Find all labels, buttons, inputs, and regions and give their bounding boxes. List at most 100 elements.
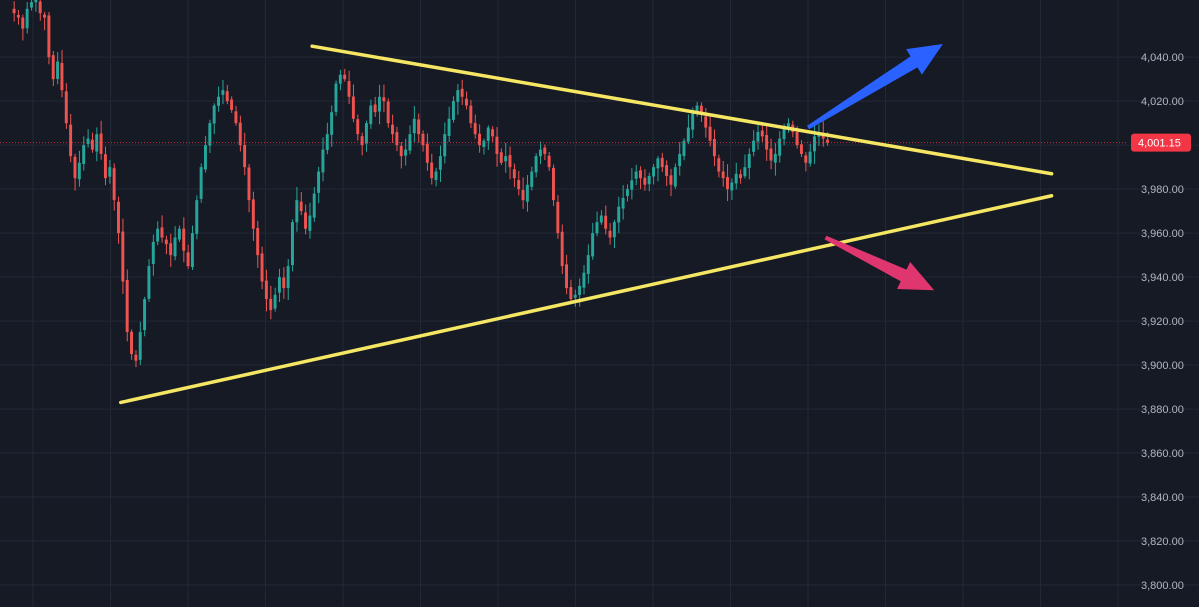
candle-body: [799, 144, 803, 154]
candle-body: [625, 189, 629, 197]
candle-body: [21, 17, 25, 29]
candle-body: [82, 145, 86, 164]
candle-body: [299, 201, 303, 212]
candle-body: [599, 215, 603, 223]
candle-body: [138, 332, 142, 360]
candle-body: [712, 139, 716, 157]
candle-body: [395, 132, 399, 146]
candle-body: [425, 143, 429, 163]
candle-body: [243, 144, 247, 168]
y-tick-label: 3,820.00: [1141, 536, 1184, 548]
candle-body: [343, 74, 347, 80]
candle-body: [143, 299, 147, 331]
candle-body: [204, 145, 207, 170]
last-price-badge: [1131, 133, 1191, 152]
candle-body: [90, 139, 94, 150]
candle-body: [56, 61, 60, 79]
bullish-arrow-icon[interactable]: [806, 43, 943, 130]
candle-body: [804, 155, 808, 163]
candle-body: [569, 287, 573, 300]
candle-body: [417, 119, 421, 135]
candle-body: [64, 91, 68, 124]
y-tick-label: 3,860.00: [1141, 448, 1184, 460]
candle-body: [695, 105, 699, 112]
candle-body: [699, 105, 703, 115]
candle-body: [121, 231, 125, 282]
candle-body: [160, 227, 164, 238]
candle-body: [173, 237, 177, 257]
candle-body: [808, 151, 812, 164]
candle-body: [617, 206, 621, 223]
candle-body: [347, 81, 351, 97]
candle-body: [826, 139, 829, 143]
trendline-upper[interactable]: [310, 44, 1054, 176]
candle-body: [77, 162, 81, 180]
candle-body: [443, 134, 447, 157]
y-tick-label: 4,020.00: [1141, 96, 1184, 108]
y-tick-label: 3,880.00: [1141, 404, 1184, 416]
candle-body: [639, 170, 642, 179]
candle-body: [199, 167, 203, 199]
candle-body: [378, 96, 381, 112]
candle-body: [451, 101, 455, 120]
candle-body: [565, 264, 568, 289]
candle-body: [717, 158, 721, 172]
candle-body: [351, 96, 355, 119]
candle-body: [760, 130, 764, 137]
candle-body: [721, 171, 725, 179]
candle-body: [238, 122, 242, 146]
candle-body: [456, 90, 460, 102]
candle-body: [251, 199, 255, 229]
candle-body: [460, 88, 464, 97]
candle-body: [447, 118, 451, 136]
candle-body: [747, 153, 751, 168]
trendline-lower[interactable]: [119, 193, 1054, 405]
candle-body: [421, 133, 425, 146]
candle-body: [277, 277, 281, 293]
candle-body: [382, 97, 386, 102]
candle-body: [778, 138, 782, 156]
candle-body: [147, 266, 151, 299]
candle-body: [112, 168, 116, 201]
candle-body: [208, 123, 212, 146]
candle-body: [295, 200, 299, 223]
candle-body: [534, 156, 538, 173]
candle-body: [51, 55, 55, 80]
candle-body: [547, 155, 551, 168]
candle-body: [486, 127, 490, 141]
candle-body: [260, 253, 264, 282]
candle-body: [669, 175, 673, 185]
candle-body: [190, 233, 194, 268]
candle-body: [325, 134, 329, 151]
candle-body: [708, 126, 712, 141]
candle-body: [647, 175, 651, 185]
candle-body: [164, 239, 168, 245]
candle-body: [247, 167, 251, 201]
candle-body: [177, 228, 181, 240]
candle-body: [743, 167, 747, 177]
trendlines: [119, 44, 1054, 405]
candle-body: [264, 280, 268, 300]
candle-body: [473, 123, 477, 135]
candle-body: [30, 2, 33, 8]
candle-body: [256, 227, 260, 256]
candle-body: [360, 136, 364, 146]
candle-body: [221, 90, 225, 95]
candle-body: [151, 241, 155, 264]
candle-body: [330, 112, 334, 135]
candle-body: [169, 243, 173, 256]
candle-body: [269, 298, 273, 311]
candle-body: [73, 156, 77, 179]
candle-body: [512, 169, 516, 179]
candle-body: [334, 83, 338, 112]
bearish-arrow-icon[interactable]: [824, 235, 935, 291]
last-price-label: 4,001.15: [1138, 138, 1181, 150]
candle-body: [508, 155, 512, 168]
candle-body: [16, 14, 20, 18]
candle-body: [726, 176, 729, 190]
candle-body: [538, 149, 542, 157]
candle-body: [234, 111, 238, 124]
candle-body: [391, 124, 394, 135]
